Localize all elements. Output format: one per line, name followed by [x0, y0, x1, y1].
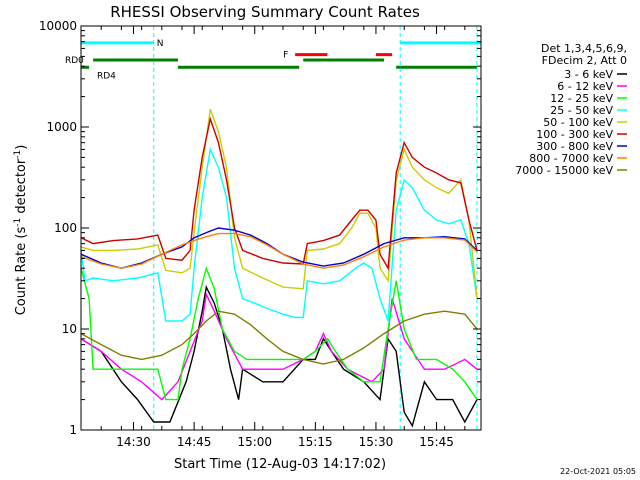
y-tick-label: 10000	[39, 19, 77, 33]
x-tick-label: 15:30	[359, 435, 394, 449]
legend-label-3: 25 - 50 keV	[550, 104, 613, 117]
series-line-7	[80, 232, 478, 269]
series-line-8	[80, 310, 478, 365]
x-axis-label: Start Time (12-Aug-03 14:17:02)	[174, 457, 386, 472]
series-line-0	[80, 284, 478, 428]
y-tick-label: 1000	[46, 120, 77, 134]
legend-header-line: Det 1,3,4,5,6,9,	[541, 42, 627, 55]
annotation-label-f: F	[283, 51, 288, 61]
legend-header-line: FDecim 2, Att 0	[542, 54, 627, 67]
legend-label-1: 6 - 12 keV	[557, 80, 613, 93]
annotation-label-n: N	[157, 39, 164, 49]
x-tick-label: 15:45	[419, 435, 454, 449]
legend-label-0: 3 - 6 keV	[564, 68, 613, 81]
series-line-1	[80, 292, 478, 401]
y-axis-label: Count Rate (s-1 detector-1)	[13, 145, 29, 316]
series-line-2	[80, 265, 478, 401]
series-line-4	[80, 108, 478, 299]
chart-title: RHESSI Observing Summary Count Rates	[110, 3, 420, 21]
footer-date: 22-Oct-2021 05:05	[560, 467, 636, 476]
y-tick-label: 10	[62, 322, 77, 336]
legend-label-4: 50 - 100 keV	[543, 116, 613, 129]
annotation-label-rd0: RD0	[65, 56, 84, 66]
x-tick-label: 15:00	[237, 435, 272, 449]
x-tick-label: 15:15	[298, 435, 333, 449]
legend: Det 1,3,4,5,6,9,FDecim 2, Att 03 - 6 keV…	[515, 42, 627, 177]
legend-label-6: 300 - 800 keV	[536, 140, 613, 153]
annotation-label-rd4: RD4	[97, 71, 116, 81]
series-line-5	[80, 116, 478, 271]
legend-label-7: 800 - 7000 keV	[529, 152, 613, 165]
series-layer	[80, 108, 478, 428]
y-tick-label: 100	[54, 221, 77, 235]
annotation-layer: N F RD0 RD4	[65, 39, 481, 81]
x-tick-label: 14:30	[116, 435, 151, 449]
series-line-3	[80, 147, 478, 322]
legend-label-2: 12 - 25 keV	[550, 92, 613, 105]
legend-label-8: 7000 - 15000 keV	[515, 164, 613, 177]
legend-label-5: 100 - 300 keV	[536, 128, 613, 141]
y-tick-label: 1	[69, 423, 77, 437]
x-tick-label: 14:45	[177, 435, 212, 449]
axes-layer: 14:30 14:45 15:00 15:15 15:30 15:45 1 10 100 1000…	[39, 19, 482, 449]
